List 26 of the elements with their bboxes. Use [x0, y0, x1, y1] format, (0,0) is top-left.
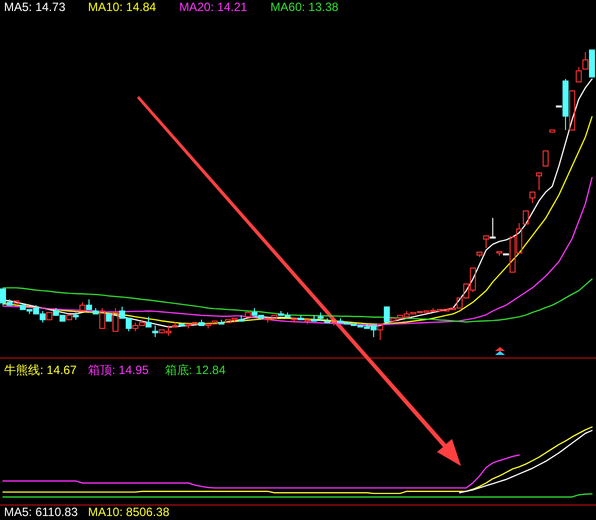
text: MA5: 6110.83 [4, 505, 78, 519]
candlestick [589, 50, 595, 78]
candlestick [536, 172, 542, 191]
candlestick [522, 210, 529, 224]
candlestick [384, 306, 390, 323]
text: MA5: 14.73 [4, 0, 66, 14]
candlestick [66, 314, 72, 320]
candlestick [13, 300, 20, 304]
text: 牛熊线: 14.67 [4, 363, 78, 377]
candlestick [46, 312, 52, 320]
text: MA60: 13.38 [270, 0, 339, 14]
candlestick [569, 90, 576, 131]
text: MA20: 14.21 [179, 0, 248, 14]
candlestick [244, 312, 251, 318]
candlestick [582, 52, 588, 70]
text: MA10: 14.84 [88, 0, 156, 14]
text: 箱底: 12.84 [164, 363, 226, 377]
candlestick [106, 313, 112, 322]
text: MA10: 8506.38 [88, 505, 170, 519]
candlestick [549, 130, 556, 133]
text: 箱顶: 14.95 [88, 363, 150, 377]
candlestick [377, 324, 384, 340]
candlestick [483, 235, 490, 249]
candlestick [576, 66, 582, 82]
candlestick [112, 308, 119, 332]
candlestick [542, 150, 549, 166]
